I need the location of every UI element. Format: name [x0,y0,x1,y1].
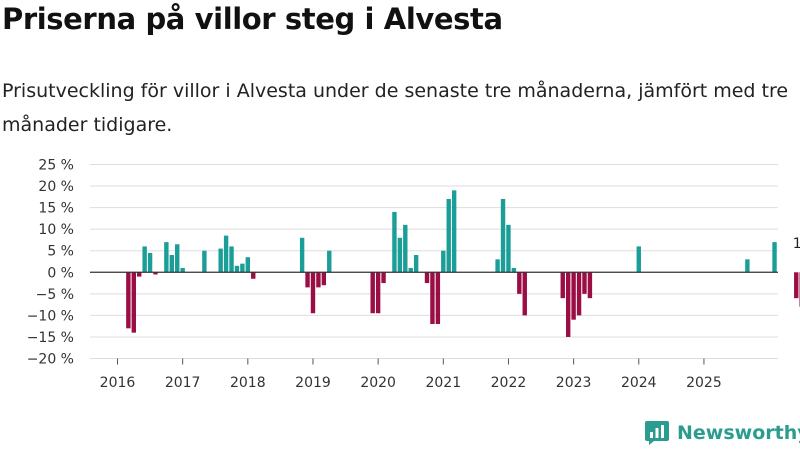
bar [560,272,565,299]
y-tick-label: −20 % [27,352,74,368]
bar [381,272,386,284]
bar [511,267,517,273]
bar [147,252,153,273]
y-tick-label: 0 % [47,265,74,281]
chart-title: Priserna på villor steg i Alvesta [2,2,503,36]
bar [327,250,332,273]
x-tick-label: 2016 [100,375,136,391]
bar [522,272,527,316]
bar [446,198,451,273]
y-tick-label: −5 % [36,287,74,303]
x-tick-label: 2023 [556,375,592,391]
bar [299,237,305,273]
bar [745,259,750,273]
newsworthy-logo-icon [645,421,669,445]
x-tick-label: 2025 [686,375,722,391]
y-tick-label: −15 % [27,330,74,346]
bar [571,272,576,320]
bar [451,190,457,273]
bar [316,272,321,288]
chart-subtitle: Prisutveckling för villor i Alvesta unde… [2,80,789,136]
bar [517,272,522,294]
y-tick-label: 25 % [38,158,74,174]
bar [164,242,169,273]
bar [495,259,500,273]
bar [370,272,375,314]
y-tick-label: 10 % [38,222,74,238]
y-tick-label: 15 % [38,201,74,217]
bar [565,272,571,337]
bar [408,267,413,273]
x-tick-label: 2020 [360,375,396,391]
bar [375,272,381,314]
bar [180,267,185,273]
bar [175,244,180,273]
bar [441,250,446,273]
bar [576,272,582,316]
bar [169,255,174,273]
bar [202,250,207,273]
bar [794,272,799,299]
bar [310,272,316,314]
bar [223,235,229,273]
bar [234,265,240,273]
bar [305,272,310,288]
brand-name: Newsworthy [677,422,800,444]
bar [424,272,430,284]
x-tick-label: 2024 [621,375,657,391]
bar [500,198,506,273]
newsworthy-brand[interactable]: Newsworthy [644,420,800,446]
bar [397,237,403,273]
annotation-label: 1 % [793,236,800,252]
y-tick-label: 5 % [47,244,74,260]
bar [218,248,223,273]
bar [240,263,245,273]
bar [251,272,256,279]
x-tick-label: 2019 [295,375,331,391]
x-tick-label: 2021 [425,375,461,391]
bar [430,272,435,325]
bar [413,255,419,273]
bar [229,246,234,273]
bar [435,272,441,325]
bar [392,211,397,273]
y-tick-label: 20 % [38,179,74,195]
bar [636,246,641,273]
bar [131,272,136,333]
x-tick-label: 2017 [165,375,201,391]
bar [582,272,587,294]
x-tick-label: 2022 [491,375,527,391]
y-tick-label: −10 % [27,308,74,324]
bar [587,272,593,299]
bar [245,257,251,273]
bar [153,272,158,275]
bar [403,224,408,273]
bar [137,272,142,277]
bar [321,272,327,286]
x-tick-label: 2018 [230,375,266,391]
bar [142,246,147,273]
bar [126,272,131,329]
bar [506,224,511,273]
bar [772,242,777,273]
